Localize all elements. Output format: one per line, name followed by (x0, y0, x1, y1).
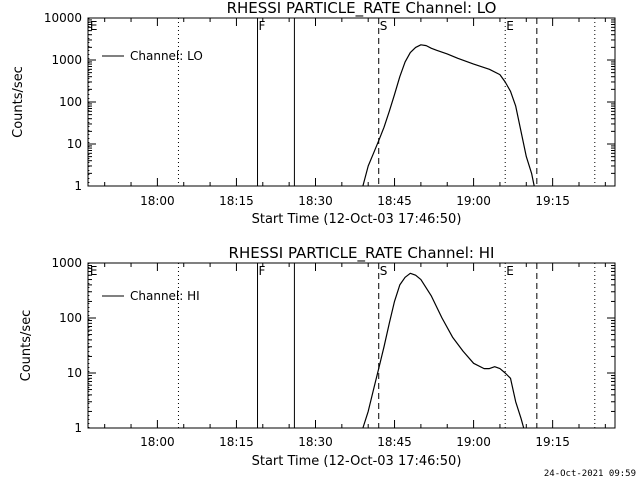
y-tick-label: 100 (59, 95, 82, 109)
y-tick-label: 10 (67, 137, 82, 151)
series-line-1 (362, 272, 525, 429)
x-axis-label: Start Time (12-Oct-03 17:46:50) (252, 212, 462, 227)
y-tick-label: 10 (67, 366, 82, 380)
x-tick-label: 18:30 (298, 435, 333, 449)
chart-title: RHESSI PARTICLE_RATE Channel: HI (229, 244, 495, 263)
y-tick-label: 1000 (51, 53, 82, 67)
event-marker-label: S (380, 264, 388, 278)
x-tick-label: 18:30 (298, 194, 333, 208)
x-tick-label: 18:15 (219, 435, 254, 449)
legend-label: Channel: HI (130, 289, 200, 303)
legend-label: Channel: LO (130, 49, 203, 63)
y-axis-label: Counts/sec (19, 310, 34, 382)
x-tick-label: 18:15 (219, 194, 254, 208)
x-tick-label: 19:00 (456, 435, 491, 449)
y-tick-label: 10000 (44, 11, 82, 25)
series-line-1 (362, 44, 535, 187)
chart-title: RHESSI PARTICLE_RATE Channel: LO (227, 0, 497, 18)
event-marker-label: F (259, 19, 266, 33)
x-tick-label: 19:15 (535, 194, 570, 208)
y-tick-label: 1000 (51, 256, 82, 270)
y-tick-label: 1 (74, 421, 82, 435)
event-marker-label: F (259, 264, 266, 278)
chart-panel-2: RHESSI PARTICLE_RATE Channel: HI 1 10 100 10… (19, 244, 616, 469)
event-marker-label: E (90, 264, 98, 278)
event-marker-label: E (506, 264, 514, 278)
event-marker-label: E (90, 19, 98, 33)
event-marker-label: E (506, 19, 514, 33)
x-tick-label: 18:00 (140, 194, 175, 208)
x-tick-label: 19:00 (456, 194, 491, 208)
y-tick-label: 100 (59, 311, 82, 325)
x-tick-label: 18:45 (377, 435, 412, 449)
plot-frame (87, 262, 616, 429)
x-tick-label: 18:00 (140, 435, 175, 449)
chart-panel-1: RHESSI PARTICLE_RATE Channel: LO 1 10 100 10… (11, 0, 616, 227)
x-tick-label: 19:15 (535, 435, 570, 449)
y-axis-label: Counts/sec (11, 66, 26, 138)
x-tick-label: 18:45 (377, 194, 412, 208)
y-tick-label: 1 (74, 179, 82, 193)
x-axis-label: Start Time (12-Oct-03 17:46:50) (252, 454, 462, 469)
timestamp: 24-Oct-2021 09:59 (544, 469, 636, 479)
event-marker-label: S (380, 19, 388, 33)
plot-frame (87, 17, 616, 187)
